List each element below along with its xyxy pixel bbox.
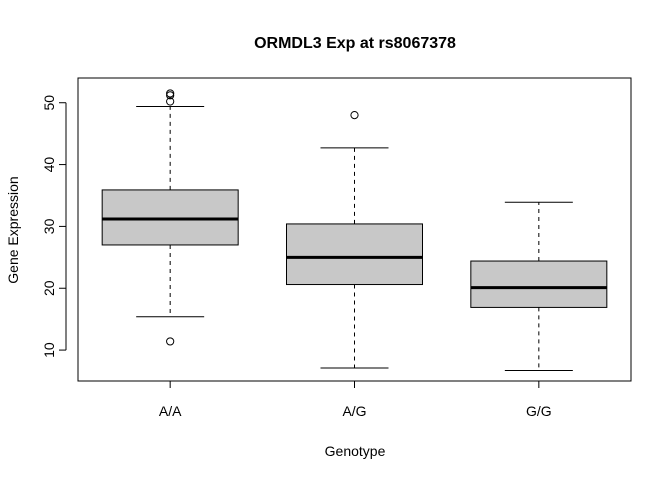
y-tick-label: 30 [41,218,57,234]
box-iqr [470,260,608,308]
chart-title: ORMDL3 Exp at rs8067378 [254,35,456,52]
x-tick-label: G/G [526,403,552,419]
y-tick-label: 40 [41,157,57,173]
outlier-point [166,97,175,106]
outlier-point [166,89,175,98]
x-axis: A/A A/G G/G [159,380,552,419]
box-group [470,201,608,371]
y-axis: 10 20 30 40 50 [41,95,67,358]
x-tick-label: A/G [342,403,366,419]
outlier-point [350,111,359,120]
x-axis-label: Genotype [325,443,386,459]
y-tick-label: 10 [41,342,57,358]
boxes-layer [101,89,608,371]
box-group [286,111,423,369]
y-tick-label: 50 [41,95,57,111]
outlier-point [166,337,175,346]
y-axis-label: Gene Expression [5,176,21,283]
box-group [101,89,239,346]
box-iqr [101,189,239,246]
y-tick-label: 20 [41,280,57,296]
box-iqr [286,223,423,286]
x-tick-label: A/A [159,403,182,419]
